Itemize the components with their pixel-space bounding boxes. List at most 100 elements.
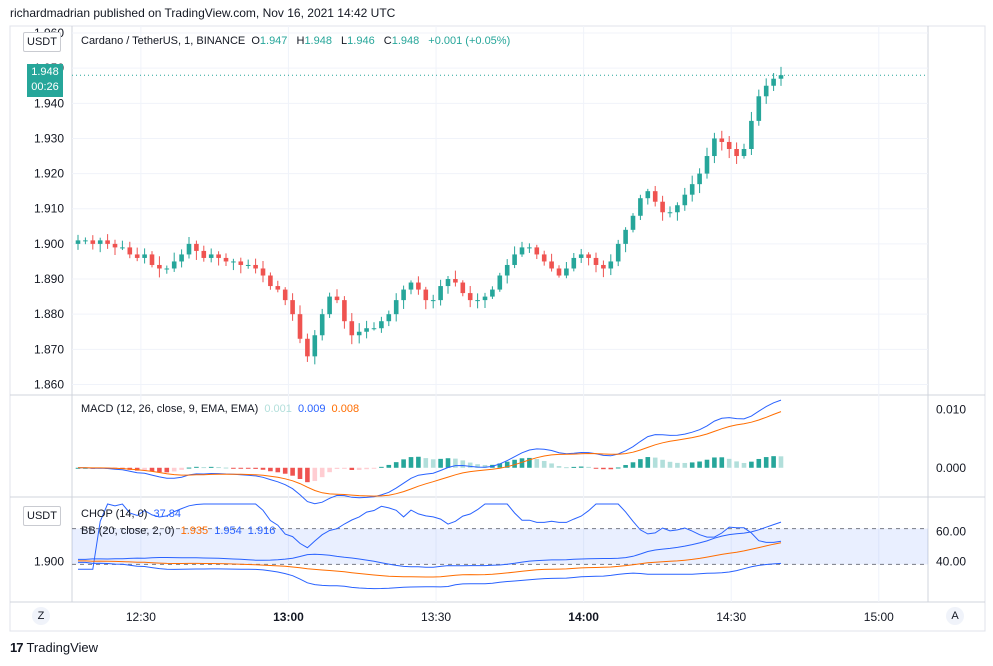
macd-histogram-bar <box>157 467 162 473</box>
macd-histogram-bar <box>586 466 591 468</box>
candle-body <box>490 289 495 297</box>
candle-body <box>105 240 110 244</box>
candle-body <box>527 247 532 249</box>
open-value: O1.947 <box>251 35 290 47</box>
macd-histogram-bar <box>401 459 406 468</box>
open-number: 1.947 <box>259 35 288 47</box>
currency-badge-overlay[interactable]: USDT <box>23 506 61 526</box>
candle-body <box>697 173 702 185</box>
chop-label: CHOP (14, 0) <box>81 508 148 520</box>
candle-body <box>416 282 421 290</box>
macd-histogram-bar <box>689 462 695 468</box>
candle-body <box>127 247 133 255</box>
macd-histogram-bar <box>297 467 303 479</box>
candle-body <box>75 240 81 244</box>
candle-body <box>401 289 406 301</box>
macd-histogram-bar <box>682 462 688 468</box>
macd-histogram-bar <box>201 467 207 469</box>
macd-histogram-bar <box>430 459 436 468</box>
macd-hist-value: 0.001 <box>264 403 292 415</box>
candle-body <box>134 254 140 258</box>
candle-body <box>290 300 295 315</box>
candle-body <box>675 205 680 213</box>
candle-body <box>638 198 643 216</box>
footer-brand[interactable]: 17 TradingView <box>10 640 98 655</box>
currency-badge-main[interactable]: USDT <box>23 32 61 52</box>
price-tick-label: 1.890 <box>34 272 64 286</box>
macd-histogram-bar <box>290 467 295 476</box>
macd-histogram-bar <box>460 460 466 468</box>
macd-histogram-bar <box>408 457 414 468</box>
candle-body <box>667 212 673 214</box>
macd-histogram-bar <box>364 467 369 470</box>
macd-histogram-bar <box>608 467 614 470</box>
chart-canvas[interactable]: 12:30 13:00 13:30 14:00 14:30 15:00 1.860 1.870… <box>0 0 993 640</box>
macd-histogram-bar <box>756 458 762 468</box>
candle-body <box>756 96 762 121</box>
macd-histogram-bar <box>416 456 421 468</box>
macd-histogram-bar <box>342 467 347 469</box>
macd-histogram-bar <box>356 467 362 470</box>
candle-body <box>253 264 258 269</box>
bb-lower-line <box>78 561 782 590</box>
low-number: 1.946 <box>347 35 375 47</box>
macd-histogram-bar <box>438 458 443 468</box>
candle-body <box>408 282 414 290</box>
last-price-flag: 1.948 00:26 <box>27 64 63 97</box>
macd-histogram-bar <box>652 457 658 468</box>
candle-body <box>734 149 739 157</box>
candle-body <box>430 300 436 302</box>
macd-histogram-bar <box>571 466 577 468</box>
change-value: +0.001 (+0.05%) <box>428 35 511 47</box>
macd-histogram-bar <box>645 457 651 468</box>
candle-body <box>704 156 710 174</box>
candle-body <box>231 261 236 263</box>
auto-scale-button[interactable]: A <box>946 607 964 625</box>
low-value: L1.946 <box>341 35 378 47</box>
last-price: 1.948 <box>31 66 59 78</box>
macd-value: 0.009 <box>297 403 326 415</box>
macd-histogram-bar <box>260 467 266 470</box>
candle-body <box>356 331 362 336</box>
macd-histogram-bar <box>704 459 710 468</box>
candle-body <box>112 243 118 248</box>
macd-histogram-bar <box>593 467 599 469</box>
candle-body <box>689 184 695 195</box>
bb-basis-line <box>78 542 782 578</box>
macd-histogram-bar <box>282 467 288 474</box>
chop-line <box>78 503 782 570</box>
macd-histogram-bar <box>726 458 732 468</box>
candle-body <box>371 328 377 330</box>
bb-legend[interactable]: BB (20, close, 2, 0) 1.935 1.954 1.916 <box>81 525 278 537</box>
candle-body <box>379 321 384 329</box>
candle-body <box>282 289 288 301</box>
macd-histogram-bar <box>393 462 399 468</box>
macd-histogram-bar <box>208 466 214 468</box>
time-tick-label: 14:00 <box>568 610 599 624</box>
symbol-legend[interactable]: Cardano / TetherUS, 1, BINANCE O1.947 H1… <box>81 35 513 47</box>
macd-histogram-bar <box>319 467 325 478</box>
candle-body <box>83 240 88 242</box>
macd-tick-label: 0.000 <box>936 461 966 475</box>
chop-legend[interactable]: CHOP (14, 0) 37.84 <box>81 508 184 520</box>
macd-legend[interactable]: MACD (12, 26, close, 9, EMA, EMA) 0.001 … <box>81 403 362 415</box>
bar-countdown: 00:26 <box>31 81 59 93</box>
candle-body <box>319 314 325 336</box>
tradingview-logo-icon: 17 <box>10 640 24 655</box>
candle-body <box>223 257 229 262</box>
macd-histogram-bar <box>312 467 318 482</box>
time-tick-label: 14:30 <box>716 610 746 624</box>
price-tick-label: 1.920 <box>34 167 64 181</box>
macd-histogram-bar <box>541 460 547 468</box>
zoom-z-button[interactable]: Z <box>32 607 50 625</box>
macd-histogram-bar <box>763 457 769 468</box>
close-label: C <box>383 35 392 47</box>
candle-body <box>171 261 177 269</box>
candle-body <box>186 243 192 255</box>
macd-histogram-bar <box>504 461 510 468</box>
macd-histogram-bar <box>719 457 725 468</box>
candle-body <box>749 120 754 149</box>
close-number: 1.948 <box>391 35 420 47</box>
time-tick-label: 12:30 <box>126 610 156 624</box>
candle-body <box>97 240 103 244</box>
